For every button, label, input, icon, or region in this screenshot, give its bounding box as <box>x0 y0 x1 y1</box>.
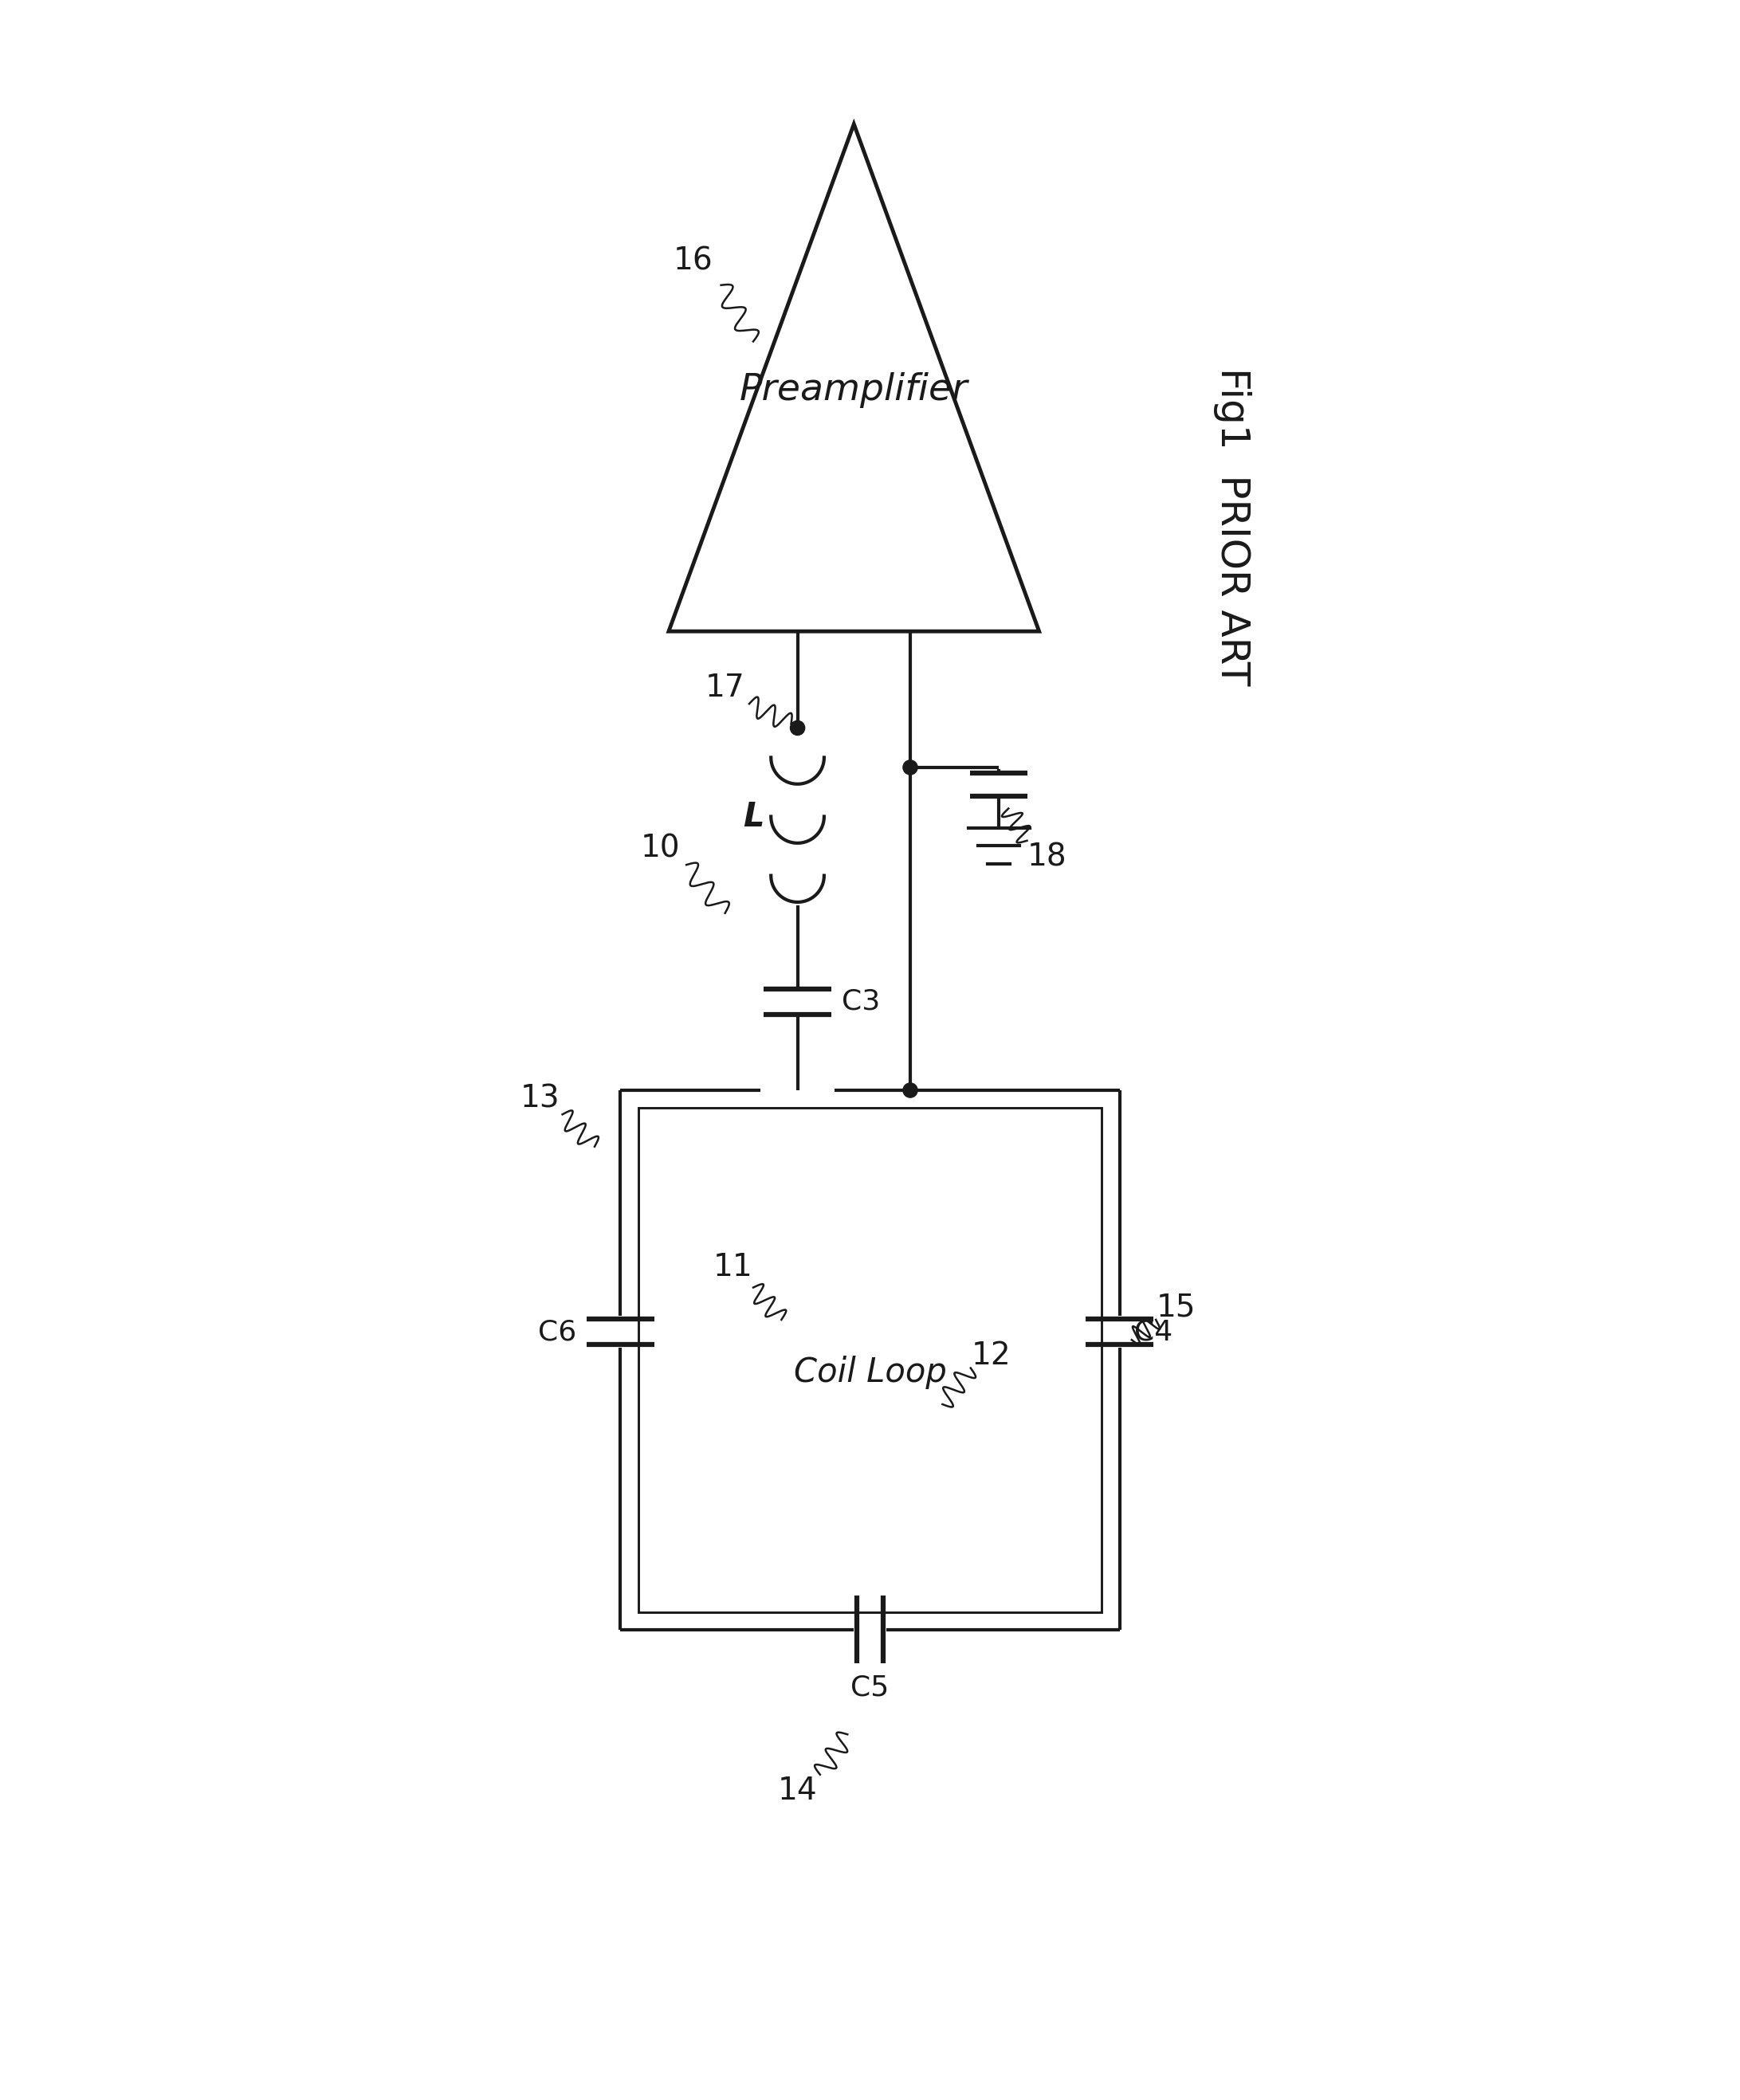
Bar <box>639 1109 1101 1613</box>
Text: Fig1  PRIOR ART: Fig1 PRIOR ART <box>1213 367 1251 687</box>
Circle shape <box>790 720 806 735</box>
Text: 13: 13 <box>520 1084 560 1113</box>
Text: 15: 15 <box>1157 1292 1195 1323</box>
Text: 18: 18 <box>1027 842 1067 871</box>
Text: 12: 12 <box>971 1340 1011 1371</box>
Text: 14: 14 <box>778 1777 818 1806</box>
Text: C6: C6 <box>538 1319 576 1346</box>
Text: Coil Loop: Coil Loop <box>793 1354 947 1388</box>
Text: L: L <box>743 800 764 834</box>
Text: C4: C4 <box>1134 1319 1173 1346</box>
Text: C5: C5 <box>851 1674 889 1701</box>
Text: 10: 10 <box>640 834 680 863</box>
Text: C3: C3 <box>842 989 880 1014</box>
Circle shape <box>903 760 917 775</box>
Text: 16: 16 <box>673 246 713 275</box>
Text: 17: 17 <box>705 672 745 704</box>
Text: 11: 11 <box>713 1252 753 1283</box>
Circle shape <box>903 1084 917 1098</box>
Text: Preamplifier: Preamplifier <box>740 372 967 407</box>
